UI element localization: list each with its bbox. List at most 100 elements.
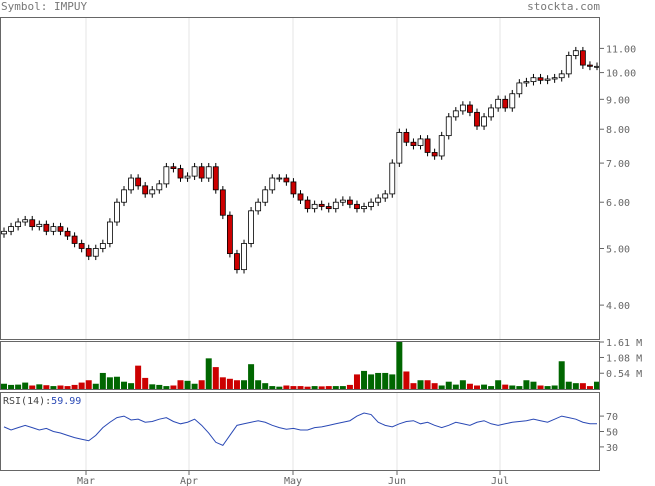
volume-bar — [424, 380, 431, 389]
rsi-line — [3, 412, 598, 446]
volume-bar — [177, 380, 184, 389]
candle-body — [156, 183, 163, 191]
volume-bar — [262, 383, 269, 389]
candle-body — [481, 116, 487, 127]
candle-body — [495, 98, 502, 109]
candle-body — [474, 111, 480, 127]
price-tick-label: 5.00 — [606, 244, 630, 255]
volume-bar — [438, 385, 445, 389]
candle-body — [403, 132, 410, 143]
volume-bar — [368, 374, 375, 389]
candle-body — [502, 98, 509, 109]
candle-body — [318, 203, 325, 207]
candle-body — [64, 230, 71, 237]
volume-tick-label: 0.54 M — [606, 369, 642, 380]
volume-bar — [163, 386, 170, 389]
candle-body — [438, 135, 445, 157]
volume-bar — [488, 386, 495, 389]
candle-body — [509, 93, 516, 109]
price-tick-label: 6.00 — [606, 198, 630, 209]
candle-body — [467, 104, 473, 113]
volume-bar — [36, 384, 43, 389]
candle-body — [297, 193, 304, 201]
volume-bar — [544, 386, 551, 389]
price-panel-border — [0, 17, 600, 340]
candle-body — [417, 138, 424, 146]
candle-body — [121, 189, 127, 203]
candle-body — [332, 201, 339, 210]
price-tick-label: 10.00 — [606, 69, 636, 80]
volume-bar — [85, 380, 92, 389]
candle-body — [212, 166, 219, 191]
candle-body — [551, 77, 558, 80]
candle-body — [544, 78, 551, 81]
candle-body — [184, 175, 191, 179]
volume-bar — [551, 385, 558, 389]
candle-body — [8, 226, 14, 232]
price-tick-label: 7.00 — [606, 159, 630, 170]
volume-bar — [318, 386, 325, 389]
candle-body — [558, 73, 565, 79]
rsi-tick-label: 70 — [606, 412, 618, 423]
candle-body — [50, 226, 57, 232]
volume-bar — [375, 372, 382, 389]
volume-bar — [191, 383, 198, 389]
volume-bar — [8, 384, 15, 389]
volume-bar — [255, 380, 262, 389]
candle-body — [304, 199, 311, 210]
volume-bar — [269, 386, 276, 389]
candle-body — [410, 141, 417, 146]
candle-body — [198, 166, 205, 179]
candle-body — [78, 243, 85, 249]
price-tick-label: 11.00 — [606, 44, 636, 55]
rsi-panel — [3, 412, 598, 446]
volume-bar — [121, 381, 128, 389]
volume-bar — [113, 376, 120, 389]
candle-body — [128, 177, 134, 191]
candle-body — [396, 132, 403, 164]
volume-bar — [241, 380, 248, 389]
candle-body — [290, 181, 297, 195]
grid — [85, 18, 501, 470]
candle-body — [424, 138, 431, 153]
volume-bar — [135, 365, 142, 389]
volume-panel-border — [0, 341, 600, 390]
price-tick-label: 9.00 — [606, 95, 630, 106]
volume-bar — [205, 358, 212, 389]
candle-body — [92, 248, 99, 257]
x-axis: Mar Apr May Jun Jul — [77, 471, 509, 486]
candle-body — [22, 219, 29, 223]
volume-bar — [572, 383, 579, 389]
volume-bar — [523, 380, 530, 389]
candle-body — [15, 221, 22, 228]
volume-bar — [283, 385, 290, 389]
candle-body — [389, 162, 396, 195]
volume-bar — [304, 386, 311, 389]
volume-bar — [64, 386, 71, 389]
volume-bar — [219, 377, 226, 389]
site-label[interactable]: stockta.com — [527, 0, 600, 13]
candle-body — [382, 193, 389, 199]
candle-body — [375, 197, 382, 203]
candle-body — [354, 203, 360, 210]
candle-body — [488, 107, 495, 118]
candle-body — [177, 168, 184, 179]
volume-bars — [1, 342, 600, 389]
volume-bar — [99, 372, 106, 389]
volume-bar — [594, 381, 600, 389]
candle-body — [114, 201, 120, 223]
volume-bar — [403, 371, 410, 389]
candle-body — [516, 82, 523, 95]
candle-body — [43, 223, 50, 232]
candle-body — [347, 199, 353, 205]
volume-bar — [170, 385, 177, 389]
volume-bar — [339, 386, 346, 389]
volume-bar — [198, 380, 205, 389]
candle-body — [29, 219, 36, 228]
candle-body — [276, 177, 283, 180]
candle-body — [565, 55, 572, 75]
rsi-axis: 70 50 30 — [600, 412, 618, 454]
candle-body — [594, 65, 600, 68]
x-tick-label: Jul — [491, 476, 509, 486]
candle-body — [191, 166, 198, 177]
